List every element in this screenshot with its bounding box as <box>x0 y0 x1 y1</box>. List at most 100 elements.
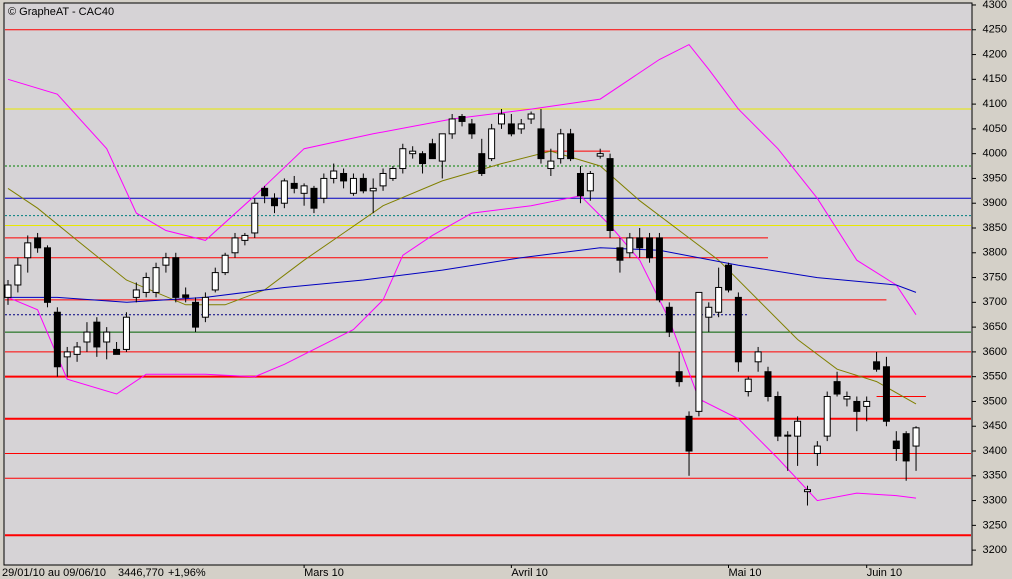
y-tick-label: 4250 <box>983 24 1007 36</box>
indicator-line <box>7 195 917 502</box>
candle-body <box>695 291 703 412</box>
x-tick-label: Mars 10 <box>304 567 344 579</box>
y-tick-label: 3450 <box>983 420 1007 432</box>
y-tick-label: 3650 <box>983 321 1007 333</box>
candle-body <box>833 381 841 395</box>
candle-body <box>251 202 259 234</box>
candle-body <box>132 289 140 298</box>
candle-body <box>340 172 348 182</box>
candle-body <box>902 433 910 462</box>
candle-body <box>24 242 32 259</box>
candles <box>4 109 920 506</box>
candle-body <box>547 160 555 170</box>
candle-body <box>803 489 811 493</box>
candle-body <box>537 128 545 160</box>
candle-body <box>261 187 269 197</box>
y-tick-label: 4300 <box>983 0 1007 11</box>
period: 29/01/10 au 09/06/10 <box>2 567 106 579</box>
y-tick-label: 3250 <box>983 519 1007 531</box>
candle-body <box>152 267 160 293</box>
candle-body <box>655 237 663 301</box>
candle-body <box>438 133 446 162</box>
candle-body <box>43 247 51 303</box>
candle-body <box>63 351 71 358</box>
candle-body <box>685 415 693 452</box>
candle-body <box>734 296 742 363</box>
candle-body <box>646 237 654 259</box>
candle-body <box>892 440 900 450</box>
candle-body <box>34 237 42 249</box>
y-tick-label: 3900 <box>983 197 1007 209</box>
candle-body <box>93 321 101 348</box>
candle-body <box>764 371 772 397</box>
candle-body <box>4 284 12 298</box>
candle-body <box>280 180 288 204</box>
y-tick-label: 3800 <box>983 247 1007 259</box>
candle-body <box>162 257 170 266</box>
candle-body <box>567 133 575 160</box>
candle-body <box>458 115 466 122</box>
chart-title: © GrapheAT - CAC40 <box>8 6 114 18</box>
candle-body <box>221 254 229 274</box>
candle-body <box>754 351 762 363</box>
candle-body <box>320 177 328 199</box>
candle-body <box>389 168 397 179</box>
candle-body <box>241 234 249 241</box>
candle-body <box>665 306 673 333</box>
y-tick-label: 3550 <box>983 371 1007 383</box>
candle-body <box>468 123 476 135</box>
candle-body <box>813 445 821 454</box>
y-tick-label: 4100 <box>983 98 1007 110</box>
candle-body <box>784 434 792 437</box>
candle-body <box>863 400 871 407</box>
candle-body <box>705 306 713 318</box>
candle-body <box>53 311 61 368</box>
candle-body <box>83 331 91 343</box>
candle-body <box>14 264 22 286</box>
candle-body <box>507 123 515 135</box>
y-tick-label: 3400 <box>983 445 1007 457</box>
candle-body <box>290 182 298 189</box>
candle-body <box>300 185 308 194</box>
indicator-line <box>7 43 917 315</box>
x-tick-label: Avril 10 <box>511 567 547 579</box>
candle-body <box>192 301 200 328</box>
candle-body <box>774 395 782 437</box>
candle-body <box>725 264 733 291</box>
candle-body <box>359 177 367 192</box>
indicator-line <box>8 247 917 303</box>
candle-body <box>823 395 831 437</box>
candle-body <box>399 148 407 170</box>
candle-body <box>448 118 456 135</box>
candle-body <box>794 420 802 437</box>
candle-body <box>527 113 535 120</box>
candle-body <box>369 187 377 192</box>
candle-body <box>142 277 150 293</box>
candle-body <box>231 237 239 254</box>
candle-body <box>912 427 920 447</box>
candle-body <box>172 257 180 298</box>
candle-body <box>201 296 209 318</box>
x-tick-label: Juin 10 <box>867 567 902 579</box>
y-tick-label: 3200 <box>983 544 1007 556</box>
candle-body <box>576 172 584 197</box>
candle-body <box>310 187 318 209</box>
candle-body <box>211 272 219 291</box>
y-tick-label: 3750 <box>983 271 1007 283</box>
candle-body <box>586 172 594 192</box>
candle-body <box>606 158 614 231</box>
candle-body <box>517 123 525 130</box>
y-tick-label: 3300 <box>983 494 1007 506</box>
candle-body <box>715 286 723 313</box>
candle-body <box>379 172 387 187</box>
x-tick-label: Mai 10 <box>729 567 762 579</box>
candle-body <box>744 378 752 393</box>
y-tick-label: 4050 <box>983 123 1007 135</box>
candle-body <box>270 197 278 207</box>
candle-body <box>409 150 417 155</box>
candle-body <box>122 316 130 350</box>
candle-body <box>182 294 190 298</box>
candle-body <box>103 331 111 343</box>
last-value: 3446,770 <box>118 567 164 579</box>
